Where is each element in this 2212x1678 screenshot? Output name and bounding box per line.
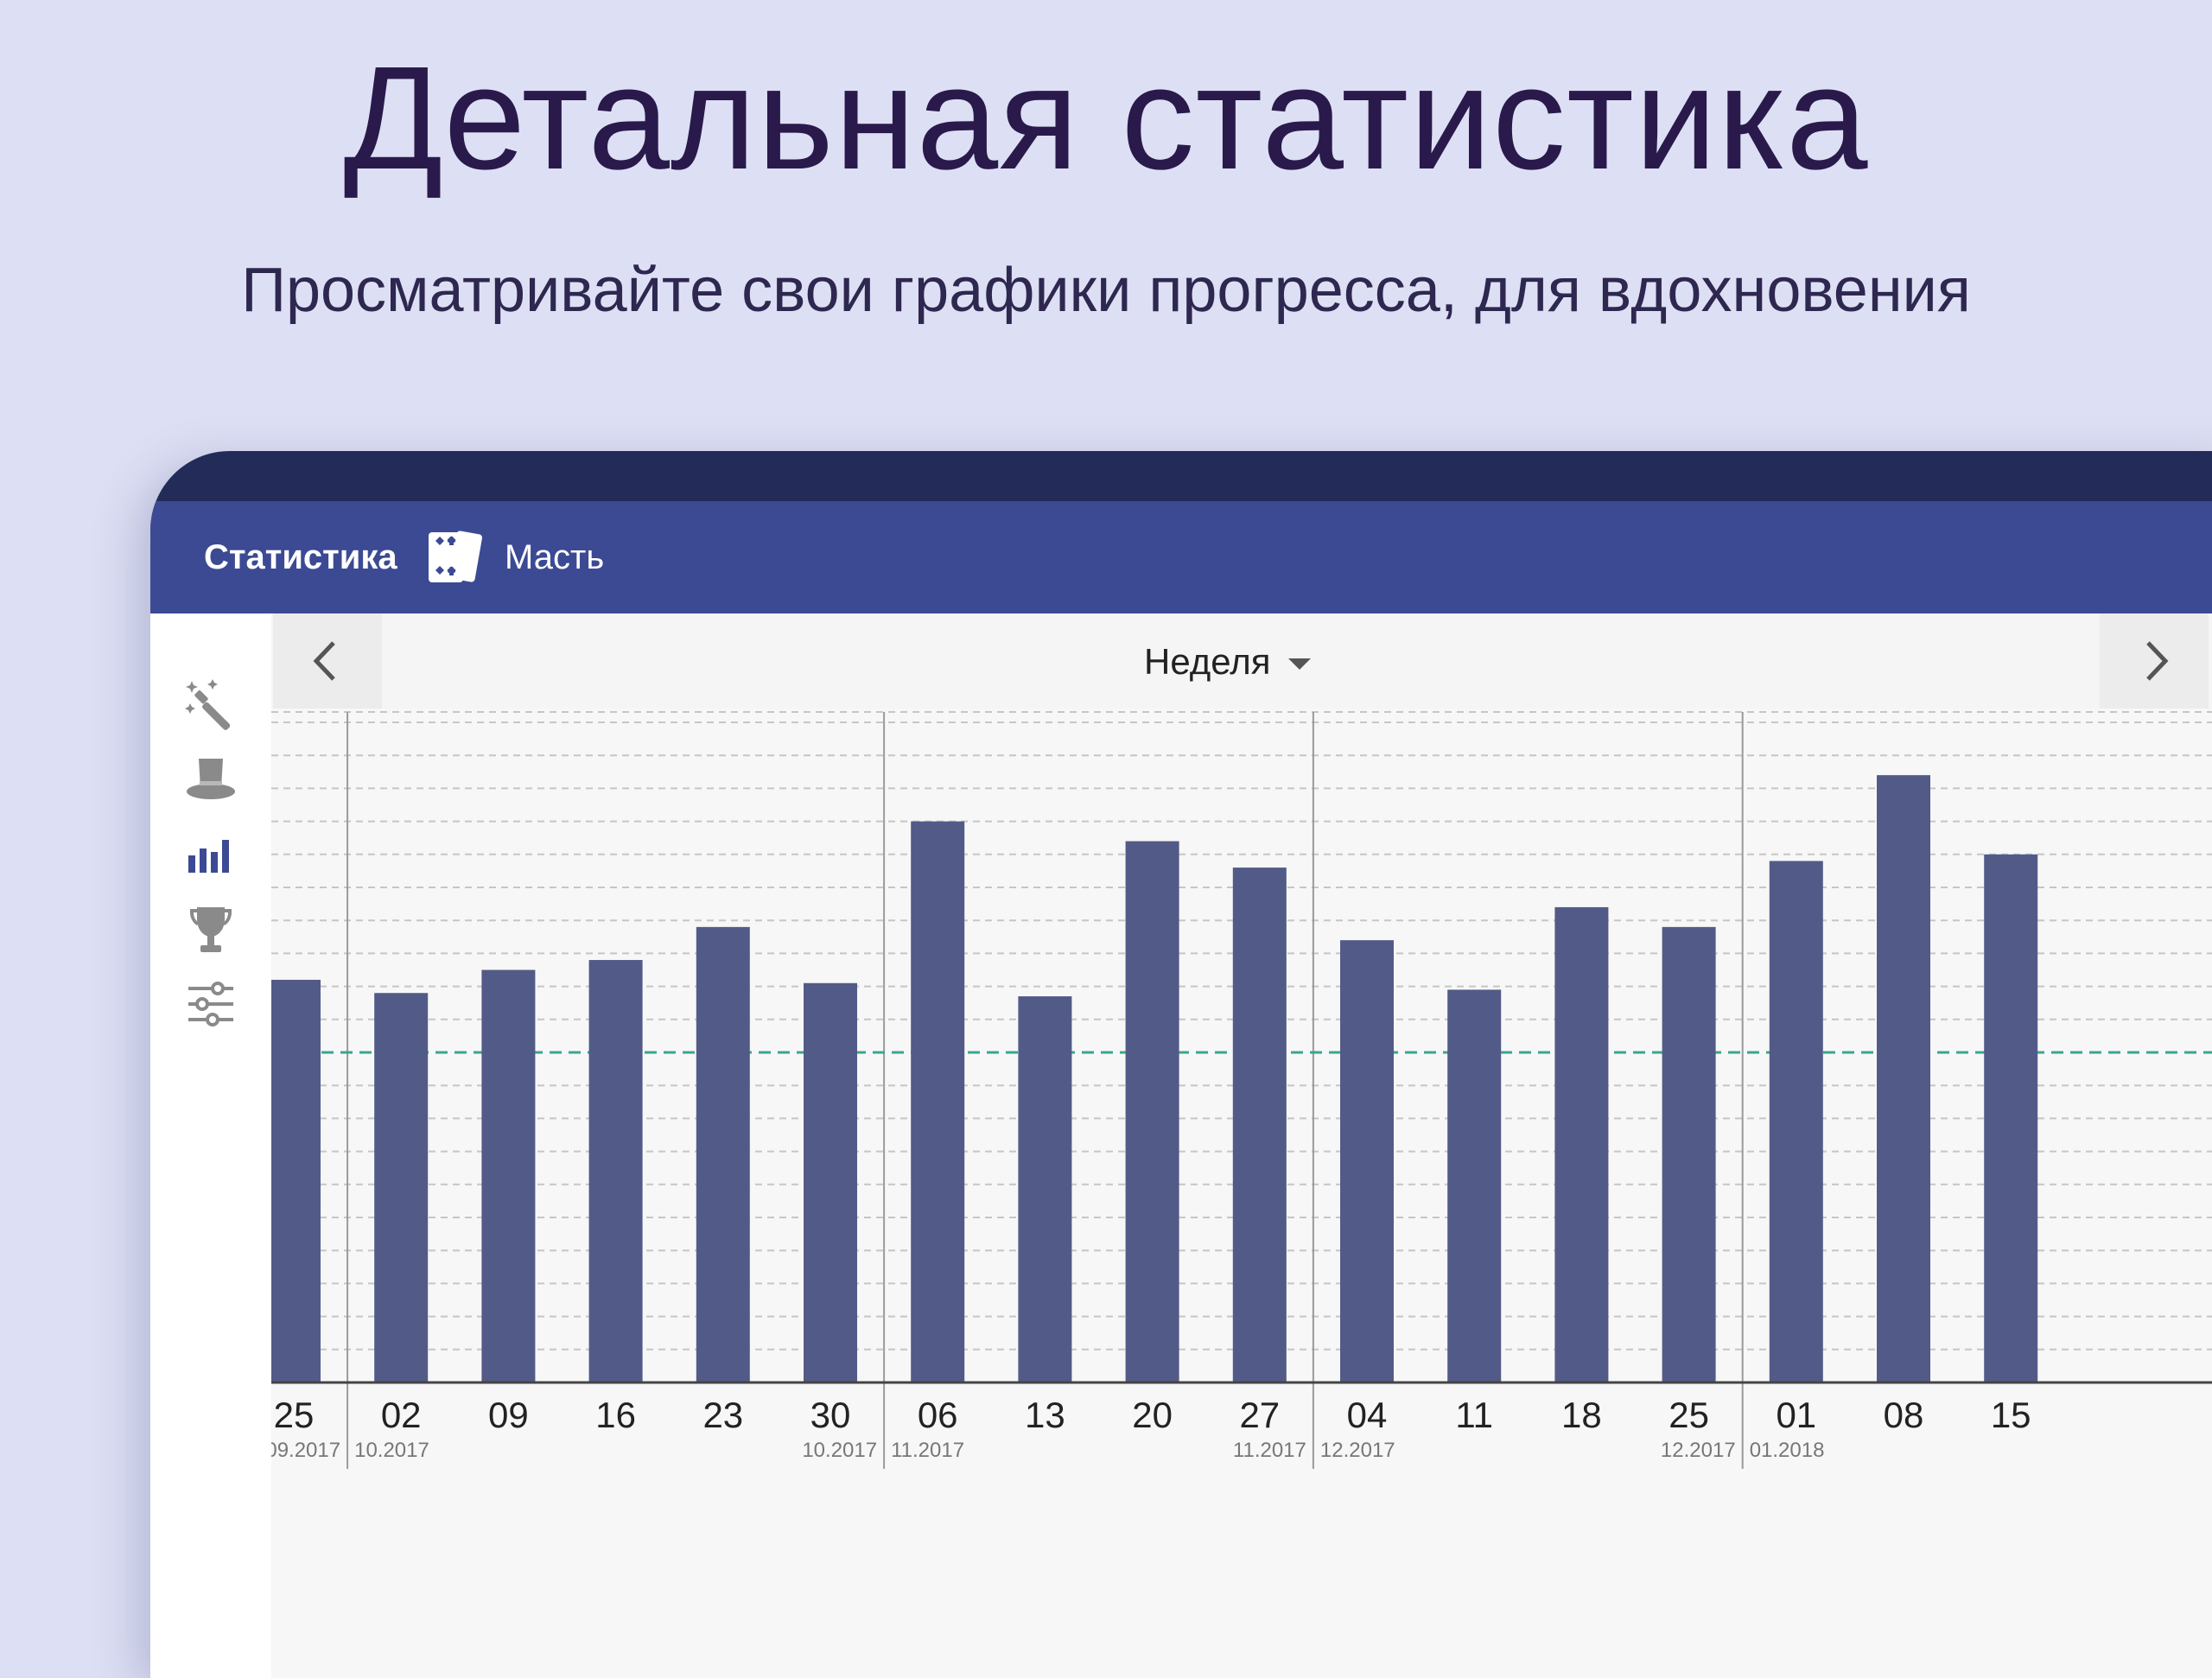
month-label: 12.2017: [1661, 1439, 1736, 1462]
x-tick-label: 18: [1561, 1395, 1602, 1435]
tablet-frame: Статистика Масть: [150, 451, 2212, 1678]
month-label: 10.2017: [354, 1439, 429, 1462]
x-tick-label: 08: [1884, 1395, 1924, 1435]
x-tick-label: 02: [381, 1395, 422, 1435]
period-dropdown[interactable]: Неделя: [1144, 638, 1311, 686]
bar: [696, 926, 750, 1382]
x-tick-label: 13: [1025, 1395, 1065, 1435]
previous-period-button[interactable]: [273, 613, 382, 709]
chevron-left-icon: [313, 641, 335, 681]
x-tick-label: 30: [810, 1395, 851, 1435]
next-period-button[interactable]: [2100, 613, 2209, 709]
period-navigation: Неделя: [271, 613, 2212, 709]
x-tick-label: 25: [274, 1395, 315, 1435]
month-label: 11.2017: [1233, 1439, 1306, 1462]
bar: [804, 982, 857, 1382]
bar: [911, 821, 965, 1382]
playing-cards-icon[interactable]: [427, 531, 484, 584]
sidebar: [150, 613, 271, 1678]
x-tick-label: 15: [1991, 1395, 2031, 1435]
bar: [1018, 996, 1072, 1382]
x-tick-label: 11: [1455, 1395, 1493, 1435]
statistics-panel: Неделя 0255075100Интуиция250209162330061…: [271, 613, 2212, 1678]
sliders-icon[interactable]: [183, 976, 238, 1032]
chevron-right-icon: [2146, 641, 2169, 681]
month-label: 11.2017: [891, 1439, 964, 1462]
app-title: Статистика: [204, 538, 397, 576]
caret-down-icon: [1287, 658, 1311, 671]
bar: [271, 979, 321, 1382]
bar: [1125, 841, 1179, 1382]
bar: [1340, 940, 1394, 1382]
x-tick-label: 16: [595, 1395, 636, 1435]
month-label: 09.2017: [271, 1439, 340, 1462]
bar: [1232, 868, 1287, 1382]
promo-subtitle: Просматривайте свои графики прогресса, д…: [241, 256, 1971, 325]
bar: [1662, 926, 1716, 1382]
bar: [374, 993, 429, 1382]
weekly-bar-chart: 0255075100Интуиция2502091623300613202704…: [271, 711, 2212, 1469]
magic-wand-icon[interactable]: [183, 676, 238, 731]
month-label: 12.2017: [1320, 1439, 1395, 1462]
bar-chart-icon[interactable]: [183, 826, 238, 881]
bar: [1769, 861, 1823, 1382]
x-tick-label: 04: [1347, 1395, 1388, 1435]
month-label: 01.2018: [1750, 1439, 1825, 1462]
bar: [1877, 775, 1930, 1382]
deck-label: Масть: [505, 538, 605, 576]
period-label: Неделя: [1144, 641, 1271, 682]
bar: [481, 969, 536, 1382]
x-tick-label: 25: [1669, 1395, 1709, 1435]
x-tick-label: 06: [918, 1395, 958, 1435]
top-hat-icon[interactable]: [183, 752, 238, 807]
bar: [1447, 989, 1502, 1382]
x-tick-label: 23: [702, 1395, 743, 1435]
x-tick-label: 20: [1132, 1395, 1173, 1435]
x-tick-label: 01: [1776, 1395, 1816, 1435]
month-label: 10.2017: [802, 1439, 877, 1462]
x-tick-label: 27: [1239, 1395, 1280, 1435]
bar: [1984, 854, 2038, 1382]
promo-title: Детальная статистика: [343, 36, 1869, 200]
app-bar: Статистика Масть: [150, 501, 2212, 613]
bar: [1554, 906, 1609, 1382]
bar: [588, 960, 643, 1382]
trophy-icon[interactable]: [183, 902, 238, 957]
x-tick-label: 09: [488, 1395, 529, 1435]
